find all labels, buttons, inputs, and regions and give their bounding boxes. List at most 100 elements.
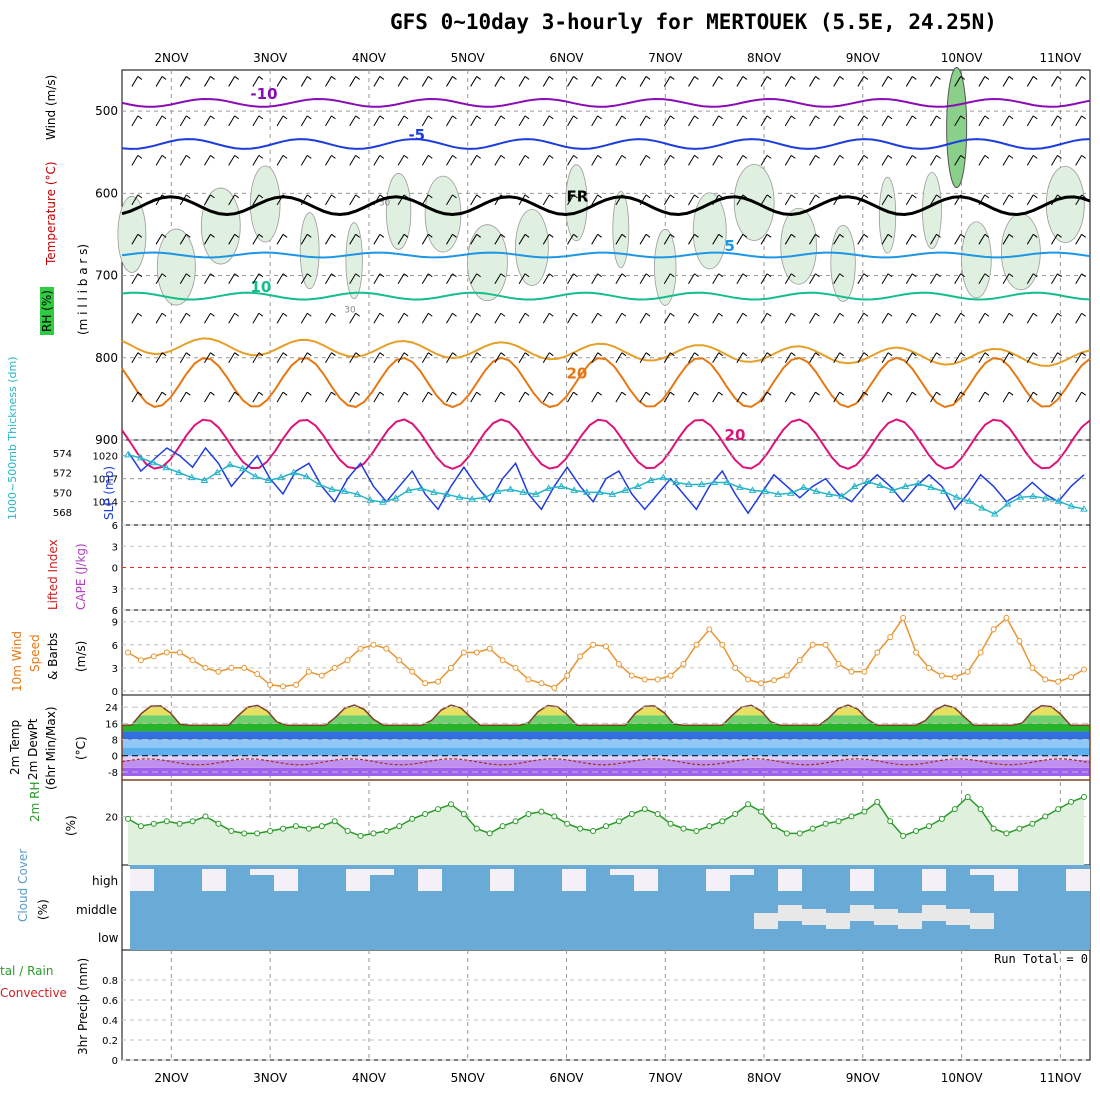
cloud-middle-gap: [850, 905, 874, 921]
upper-wind-barb: [954, 273, 965, 285]
upper-wind-barb: [204, 273, 215, 285]
slp-tick-label: 1017: [93, 475, 118, 486]
rh2m-point: [422, 811, 429, 817]
thickness-point: [646, 476, 655, 484]
cloud-high-gap: [922, 869, 946, 891]
upper-wind-barb: [325, 76, 336, 87]
rh2m-point: [706, 823, 713, 830]
slp-tick-label: 1020: [93, 452, 118, 463]
upper-wind-barb: [978, 76, 990, 87]
cloud-middle-gap: [754, 913, 778, 929]
thickness-point: [315, 480, 324, 487]
rh2m-point: [667, 820, 674, 827]
upper-wind-barb: [228, 233, 239, 245]
rh2m-point: [1003, 830, 1010, 837]
pressure-tick-label: 700: [95, 269, 118, 283]
upper-wind-barb: [663, 312, 675, 324]
upper-wind-barb: [518, 273, 530, 285]
wind-speed-point: [861, 668, 868, 675]
upper-wind-barb: [663, 352, 675, 363]
thickness-point: [162, 463, 171, 471]
rh2m-point: [758, 808, 765, 815]
upper-wind-barb: [712, 233, 723, 245]
rh2m-point: [796, 830, 803, 837]
cloud-high-gap: [1066, 869, 1090, 891]
upper-wind-barb: [252, 352, 264, 363]
wind-speed-point: [447, 664, 454, 671]
upper-wind-barb: [204, 352, 215, 363]
upper-wind-barb: [300, 312, 312, 324]
wind-speed-point: [732, 664, 739, 671]
upper-wind-barb: [470, 312, 481, 324]
label-wind: Wind (m/s): [44, 74, 58, 140]
upper-wind-barb: [421, 154, 433, 166]
upper-wind-barb: [397, 233, 409, 245]
bottom-date-tick: 4NOV: [352, 1071, 387, 1085]
rh2m-point: [951, 806, 958, 813]
cloud-high-gap: [346, 869, 370, 891]
upper-wind-barb: [518, 233, 530, 245]
thickness-point: [723, 478, 731, 485]
thickness-point: [672, 478, 680, 485]
isotherm-line: [121, 418, 1091, 470]
temp-band: [122, 731, 1090, 740]
upper-wind-barb: [1051, 115, 1062, 127]
upper-wind-barb: [325, 273, 336, 285]
wind-speed-point: [267, 681, 274, 688]
upper-wind-barb: [131, 115, 143, 127]
isotherm-label: 20: [566, 364, 587, 382]
upper-wind-barb: [276, 233, 288, 245]
upper-wind-barb: [1075, 312, 1086, 324]
upper-wind-barb: [930, 352, 941, 363]
upper-wind-barb: [1051, 352, 1062, 363]
wind-speed-point: [331, 664, 338, 671]
run-total: Run Total = 0: [994, 952, 1088, 966]
rh2m-point: [654, 811, 661, 817]
label-temperature: Temperature (°C): [44, 161, 58, 265]
thickness-point: [532, 490, 540, 497]
rh2m-point: [125, 815, 131, 822]
upper-wind-barb: [421, 391, 433, 403]
rh-shading: [692, 192, 727, 270]
upper-wind-barb: [615, 76, 627, 87]
upper-wind-barb: [833, 194, 844, 206]
rh2m-point: [292, 823, 299, 830]
upper-wind-barb: [325, 194, 336, 206]
upper-wind-barb: [1002, 273, 1014, 285]
top-date-tick: 7NOV: [648, 51, 683, 65]
thickness-point: [379, 498, 387, 505]
thickness-point: [226, 460, 234, 468]
thickness-point: [1054, 497, 1063, 504]
isotherm-label: 5: [725, 237, 735, 255]
rh2m-point: [964, 794, 971, 800]
upper-wind-barb: [1075, 233, 1086, 245]
upper-wind-barb: [591, 391, 602, 403]
upper-wind-barb: [760, 154, 772, 166]
upper-wind-barb: [591, 312, 602, 324]
thickness-point: [595, 488, 604, 495]
wind-speed-point: [1003, 614, 1010, 621]
wind-speed-point: [758, 680, 765, 687]
upper-wind-barb: [155, 352, 167, 363]
upper-wind-barb: [300, 273, 312, 285]
upper-wind-barb: [905, 76, 917, 87]
upper-wind-barb: [784, 273, 796, 285]
wind-speed-point: [641, 676, 648, 683]
rh2m-point: [809, 825, 816, 832]
thickness-point: [901, 482, 910, 489]
li-tick-label: 3: [112, 542, 118, 553]
upper-wind-barb: [760, 194, 772, 206]
rh2m-point: [641, 806, 648, 813]
rh-shading: [830, 224, 856, 302]
slp-line: [127, 446, 1085, 515]
thickness-point: [328, 485, 336, 492]
upper-wind-barb: [567, 391, 578, 403]
thickness-point: [608, 490, 617, 497]
upper-wind-barb: [1051, 233, 1062, 245]
upper-wind-barb: [809, 273, 820, 285]
upper-wind-barb: [300, 194, 312, 206]
label-cloud-units: (%): [36, 899, 50, 920]
rh2m-point: [887, 818, 894, 825]
upper-wind-barb: [518, 391, 530, 403]
upper-wind-barb: [494, 115, 506, 127]
